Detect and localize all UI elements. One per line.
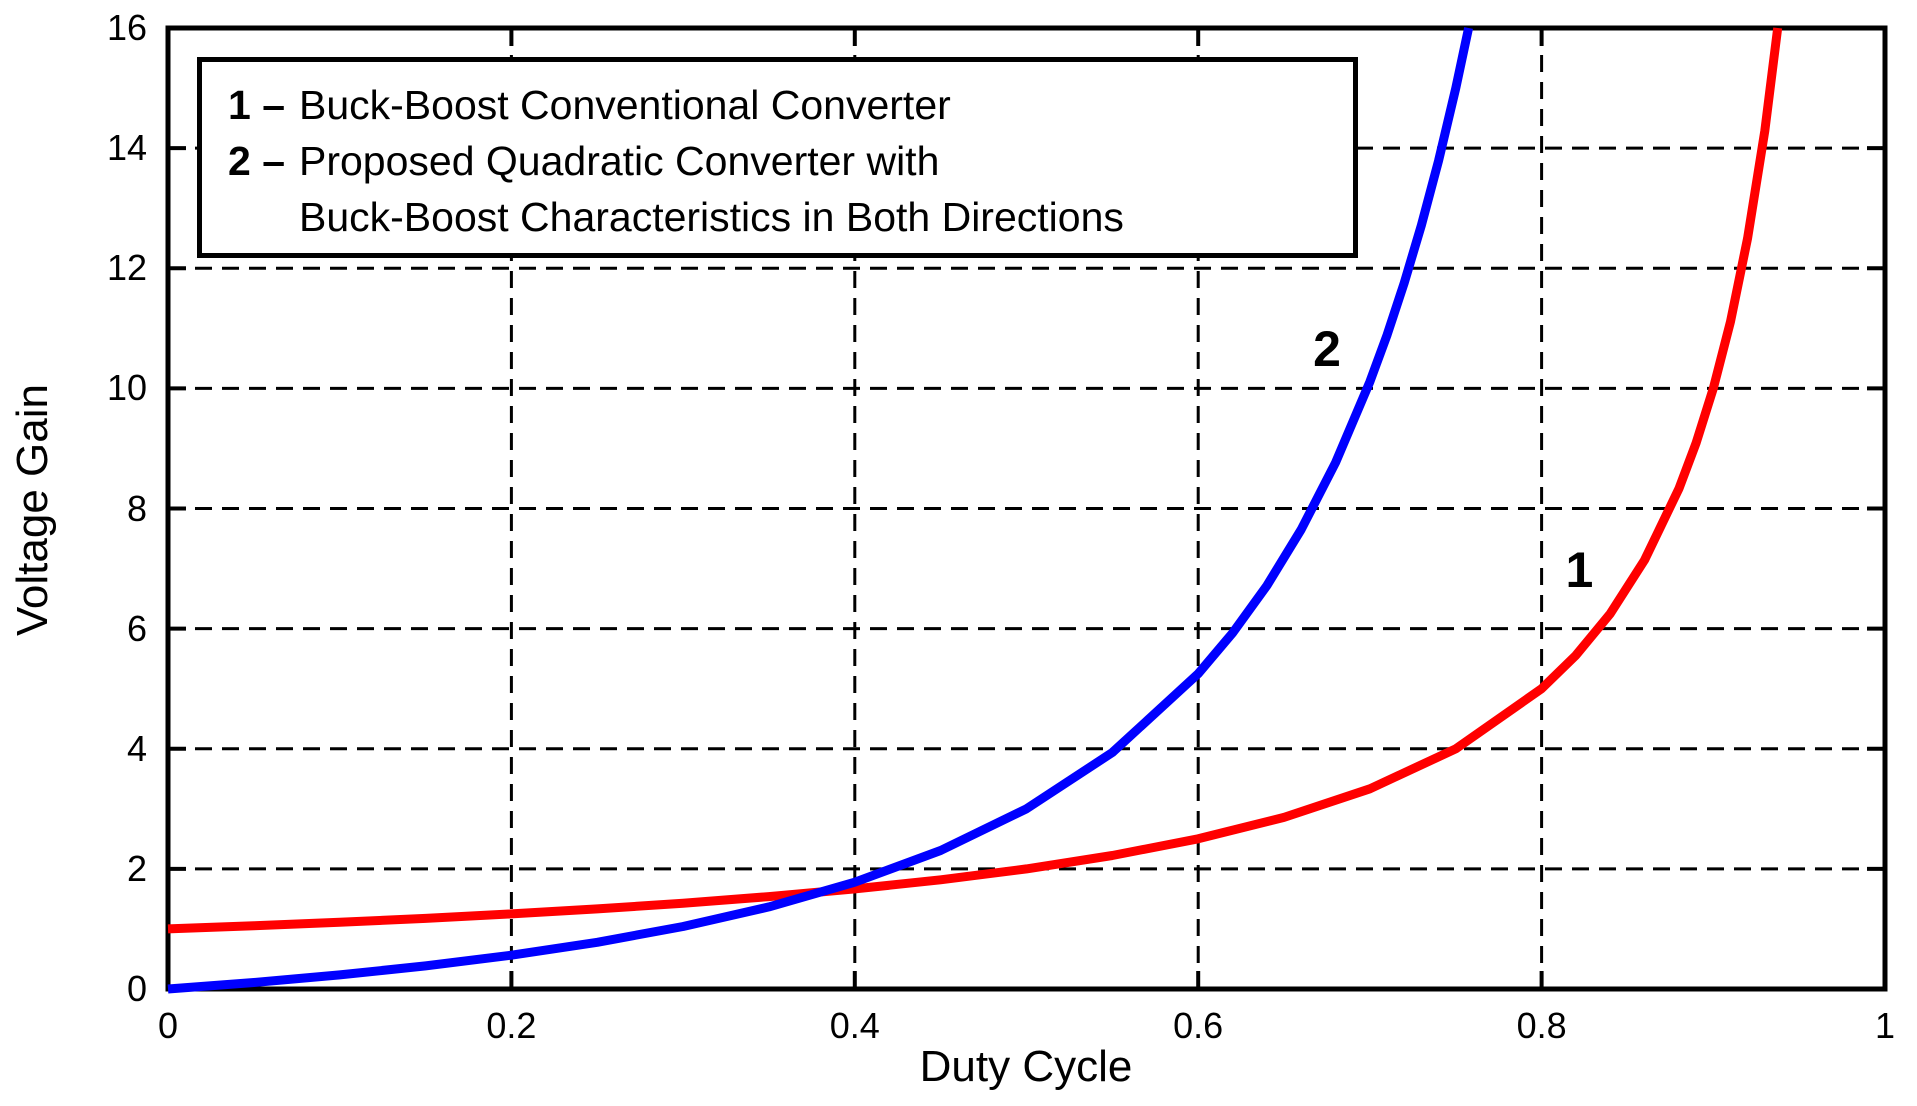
legend-text-2: Proposed Quadratic Converter with	[299, 138, 940, 184]
x-tick-label: 0.6	[1173, 1005, 1224, 1046]
legend-marker-1: 1 –	[228, 82, 285, 128]
legend-text-1: Buck-Boost Conventional Converter	[299, 82, 951, 128]
y-tick-label: 4	[126, 727, 147, 769]
x-tick-label: 1	[1874, 1005, 1896, 1046]
y-tick-label: 6	[126, 607, 147, 649]
x-tick-label: 0.8	[1516, 1005, 1567, 1046]
y-tick-label: 10	[106, 367, 147, 409]
legend-item-1: 1 – Buck-Boost Conventional Converter	[228, 77, 1343, 133]
x-tick-label: 0	[157, 1005, 179, 1046]
y-tick-label: 12	[106, 247, 147, 289]
curve-label-2: 2	[1313, 321, 1341, 378]
plot-frame	[165, 25, 1888, 992]
x-tick-label: 0.2	[486, 1005, 537, 1046]
series-curve-1	[167, 27, 1783, 934]
y-tick-label: 2	[126, 847, 147, 889]
legend-item-2: 2 – Proposed Quadratic Converter with	[228, 133, 1343, 189]
y-tick-label: 16	[106, 7, 147, 48]
y-tick-label: 8	[126, 487, 147, 529]
y-tick-label: 14	[106, 127, 147, 169]
legend: 1 – Buck-Boost Conventional Converter 2 …	[197, 57, 1358, 258]
curve-label-1: 1	[1565, 541, 1594, 598]
series-curve-2	[167, 27, 1474, 994]
legend-item-2-continued: Buck-Boost Characteristics in Both Direc…	[228, 189, 1343, 245]
legend-marker-2: 2 –	[228, 138, 285, 184]
y-tick-label: 0	[126, 968, 147, 1009]
legend-text-2-continued: Buck-Boost Characteristics in Both Direc…	[299, 194, 1124, 240]
legend-marker-blank	[228, 189, 299, 245]
x-tick-label: 0.4	[829, 1005, 880, 1046]
x-axis-title: Duty Cycle	[919, 1042, 1133, 1091]
